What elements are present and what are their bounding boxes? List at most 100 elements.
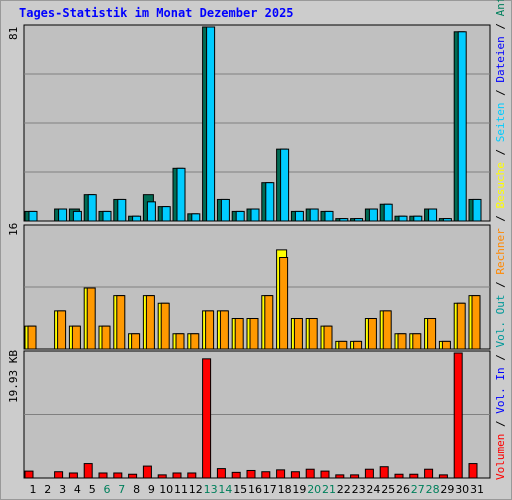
bar-rechner-day-6 [101, 325, 111, 350]
legend-item: Anfragen [494, 0, 507, 16]
bar-volumen-day-23 [350, 474, 360, 479]
bar-volumen-day-10 [157, 474, 167, 479]
bar-volumen-day-9 [142, 465, 152, 479]
legend-separator: / [494, 16, 507, 37]
bar-dateien-day-21 [324, 210, 334, 222]
bar-rechner-day-1 [27, 325, 37, 350]
bar-dateien-day-28 [428, 208, 438, 222]
bar-volumen-day-30 [453, 352, 463, 479]
bar-dateien-day-16 [250, 208, 260, 222]
x-tick-label: 20 [307, 483, 321, 496]
bar-volumen-day-26 [394, 473, 404, 479]
bar-dateien-day-19 [294, 210, 304, 222]
x-tick-label: 8 [133, 483, 140, 496]
bar-rechner-day-12 [190, 333, 200, 350]
bar-volumen-day-12 [187, 472, 197, 479]
legend-separator: / [494, 208, 507, 229]
x-tick-label: 9 [148, 483, 155, 496]
bar-rechner-day-8 [131, 333, 141, 350]
bar-volumen-day-8 [128, 473, 138, 479]
bar-dateien-day-9 [146, 201, 156, 222]
bar-volumen-day-14 [216, 468, 226, 479]
bar-dateien-day-25 [383, 203, 393, 222]
bar-rechner-day-22 [338, 340, 348, 350]
bar-volumen-day-3 [54, 471, 64, 479]
bar-volumen-day-25 [379, 466, 389, 479]
bar-dateien-day-26 [398, 215, 408, 222]
x-tick-label: 17 [263, 483, 277, 496]
bar-rechner-day-25 [382, 310, 392, 350]
x-tick-label: 10 [159, 483, 173, 496]
bar-volumen-day-15 [231, 471, 241, 479]
x-tick-label: 24 [366, 483, 380, 496]
legend-separator: / [494, 413, 507, 434]
bar-volumen-day-19 [290, 471, 300, 479]
bar-rechner-day-20 [308, 318, 318, 350]
bar-dateien-day-8 [132, 215, 142, 222]
bar-volumen-day-7 [113, 472, 123, 479]
bar-dateien-day-14 [220, 198, 230, 222]
legend-separator: / [494, 82, 507, 103]
bar-rechner-day-4 [71, 325, 81, 350]
bar-dateien-day-10 [161, 206, 171, 222]
legend-item: Vol. Out [494, 294, 507, 348]
x-tick-label: 14 [218, 483, 232, 496]
bar-rechner-day-11 [175, 333, 185, 350]
bar-volumen-day-6 [98, 472, 108, 479]
bar-volumen-day-4 [68, 472, 78, 479]
legend-separator: / [494, 142, 507, 163]
bar-volumen-day-11 [172, 472, 182, 479]
bar-volumen-day-16 [246, 469, 256, 479]
x-tick-label: 3 [59, 483, 66, 496]
bar-rechner-day-10 [160, 302, 170, 350]
bar-volumen-day-20 [305, 468, 315, 479]
bar-rechner-day-24 [367, 318, 377, 350]
bar-rechner-day-17 [264, 295, 274, 350]
bar-dateien-day-20 [309, 208, 319, 222]
bar-rechner-day-3 [57, 310, 67, 350]
bar-dateien-day-22 [339, 218, 349, 222]
bar-dateien-day-5 [87, 194, 97, 222]
bar-rechner-day-23 [353, 340, 363, 350]
bar-rechner-day-26 [397, 333, 407, 350]
x-tick-label: 30 [455, 483, 469, 496]
x-tick-label: 6 [104, 483, 111, 496]
bar-rechner-day-9 [145, 295, 155, 350]
bar-rechner-day-16 [249, 318, 259, 350]
bar-rechner-day-13 [205, 310, 215, 350]
x-tick-label: 4 [74, 483, 81, 496]
bar-volumen-day-18 [276, 469, 286, 479]
x-tick-label: 21 [322, 483, 336, 496]
bar-volumen-day-31 [468, 463, 478, 479]
x-tick-label: 28 [426, 483, 440, 496]
x-tick-label: 19 [292, 483, 306, 496]
x-tick-label: 1 [30, 483, 37, 496]
bar-dateien-day-23 [354, 218, 364, 222]
bar-rechner-day-7 [116, 295, 126, 350]
bar-volumen-day-13 [202, 358, 212, 479]
bar-volumen-day-1 [24, 470, 34, 479]
bar-volumen-day-24 [364, 468, 374, 479]
chart-title: Tages-Statistik im Monat Dezember 2025 [19, 6, 294, 20]
legend-separator: / [494, 347, 507, 368]
bar-dateien-day-17 [265, 182, 275, 222]
x-tick-label: 12 [189, 483, 203, 496]
x-tick-label: 7 [118, 483, 125, 496]
x-tick-label: 18 [278, 483, 292, 496]
bar-volumen-day-29 [438, 474, 448, 479]
legend-item: Rechner [494, 228, 507, 275]
bar-rechner-day-21 [323, 325, 333, 350]
bar-dateien-day-29 [442, 218, 452, 222]
bar-volumen-day-21 [320, 470, 330, 479]
bar-dateien-day-4 [72, 210, 82, 222]
bar-volumen-day-22 [335, 474, 345, 479]
bar-dateien-day-15 [235, 210, 245, 222]
bar-rechner-day-30 [456, 302, 466, 350]
bar-dateien-day-3 [58, 208, 68, 222]
bar-dateien-day-27 [413, 215, 423, 222]
bar-volumen-day-27 [409, 473, 419, 479]
bar-rechner-day-18 [279, 257, 289, 350]
bar-dateien-day-11 [176, 167, 186, 222]
x-tick-label: 27 [411, 483, 425, 496]
